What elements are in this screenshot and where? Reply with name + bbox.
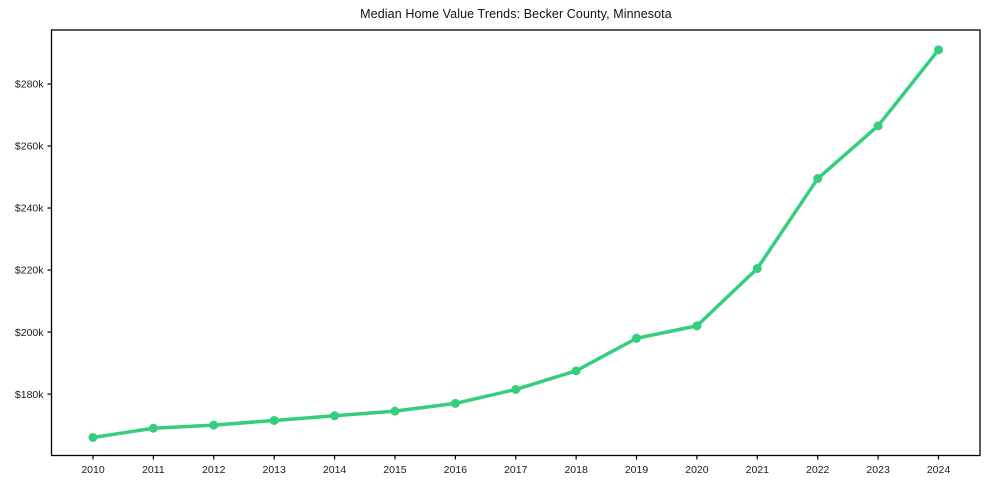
y-tick-label: $240k	[15, 203, 44, 215]
x-tick-label: 2010	[81, 464, 105, 476]
x-tick-label: 2013	[262, 464, 286, 476]
data-point	[813, 174, 823, 184]
x-tick-label: 2017	[504, 464, 528, 476]
data-point	[209, 420, 219, 430]
data-point	[330, 411, 340, 421]
y-tick-label: $220k	[15, 265, 44, 277]
data-point	[88, 433, 98, 443]
data-point	[632, 333, 642, 343]
y-tick-label: $180k	[15, 389, 44, 401]
x-tick-label: 2015	[383, 464, 407, 476]
data-point	[571, 366, 581, 376]
data-point	[269, 415, 279, 425]
data-point	[148, 423, 158, 433]
data-point	[873, 121, 883, 131]
x-tick-label: 2016	[444, 464, 468, 476]
x-tick-label: 2018	[564, 464, 588, 476]
y-tick-label: $280k	[15, 79, 44, 91]
x-tick-label: 2012	[202, 464, 226, 476]
x-tick-label: 2023	[866, 464, 890, 476]
x-tick-label: 2011	[142, 464, 165, 476]
data-point	[390, 406, 400, 416]
chart-title: Median Home Value Trends: Becker County,…	[360, 7, 672, 21]
x-tick-label: 2021	[746, 464, 770, 476]
trend-line	[91, 48, 941, 440]
x-tick-label: 2014	[323, 464, 347, 476]
x-tick-label: 2024	[927, 464, 951, 476]
data-point	[450, 398, 460, 408]
y-tick-label: $200k	[15, 327, 44, 339]
data-point	[692, 321, 702, 331]
data-point	[511, 384, 521, 394]
data-point	[752, 263, 762, 273]
data-point	[934, 45, 943, 55]
y-tick-label: $260k	[15, 141, 44, 153]
x-tick-label: 2020	[685, 464, 709, 476]
x-tick-label: 2019	[625, 464, 649, 476]
x-tick-label: 2022	[806, 464, 830, 476]
